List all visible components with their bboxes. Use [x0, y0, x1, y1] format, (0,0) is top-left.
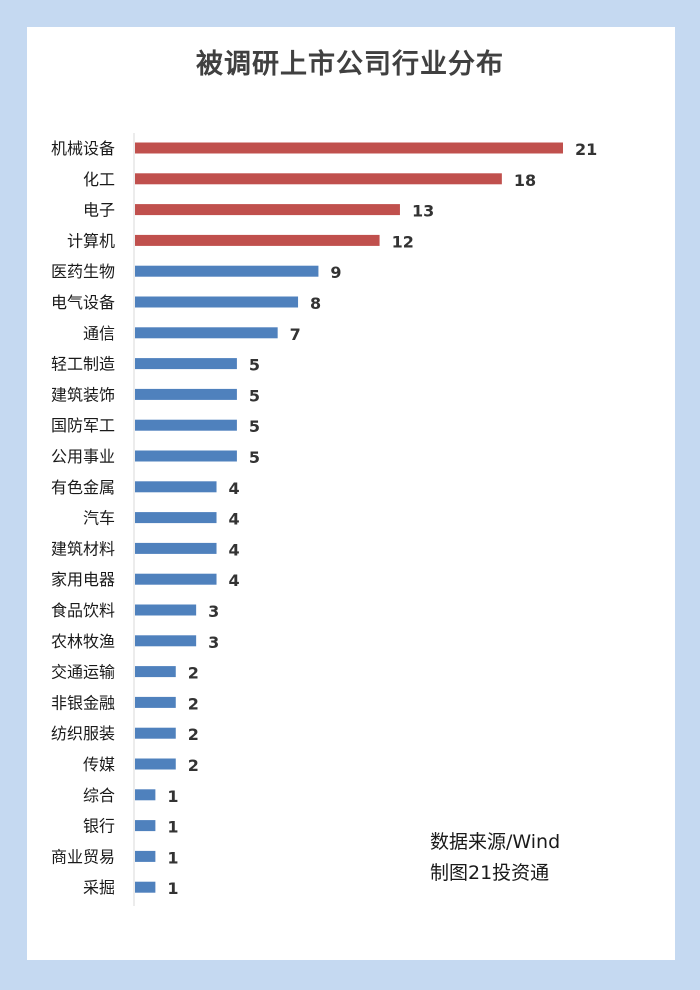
value-label: 2: [188, 694, 199, 713]
value-label: 2: [188, 725, 199, 744]
category-label: 银行: [83, 817, 115, 836]
bar: [135, 388, 237, 400]
bar: [135, 419, 237, 431]
bar: [135, 666, 176, 678]
category-label: 综合: [83, 786, 115, 805]
category-label: 纺织服装: [51, 724, 115, 743]
value-label: 5: [249, 356, 260, 375]
value-label: 4: [229, 479, 240, 498]
bar: [135, 696, 176, 708]
bar: [135, 758, 176, 770]
value-label: 5: [249, 448, 260, 467]
value-label: 1: [167, 879, 178, 898]
bar: [135, 820, 156, 832]
source-line-1: 数据来源/Wind: [430, 831, 561, 853]
bar: [135, 358, 237, 370]
value-label: 5: [249, 386, 260, 405]
value-label: 1: [167, 818, 178, 837]
bar: [135, 727, 176, 739]
value-label: 2: [188, 664, 199, 683]
value-label: 8: [310, 294, 321, 313]
value-label: 4: [229, 540, 240, 559]
category-label: 国防军工: [51, 416, 115, 435]
bar: [135, 542, 217, 554]
category-label: 有色金属: [51, 478, 115, 497]
bar: [135, 234, 380, 246]
value-label: 13: [412, 202, 434, 221]
bar: [135, 789, 156, 801]
value-label: 7: [290, 325, 301, 344]
value-label: 1: [167, 787, 178, 806]
source-line-2: 制图21投资通: [430, 862, 550, 884]
value-label: 1: [167, 848, 178, 867]
value-label: 4: [229, 510, 240, 529]
source-note: 数据来源/Wind 制图21投资通: [430, 827, 560, 889]
category-label: 医药生物: [51, 262, 115, 281]
value-label: 18: [514, 171, 536, 190]
value-label: 12: [392, 232, 414, 251]
category-label: 食品饮料: [51, 601, 115, 620]
category-label: 家用电器: [51, 570, 115, 589]
category-label: 交通运输: [51, 663, 115, 682]
bar: [135, 512, 217, 524]
category-label: 轻工制造: [51, 355, 115, 374]
bar: [135, 265, 319, 277]
bar: [135, 204, 400, 216]
bar: [135, 481, 217, 493]
bar: [135, 881, 156, 893]
category-label: 建筑装饰: [51, 385, 115, 404]
category-label: 传媒: [83, 755, 115, 774]
value-label: 3: [208, 633, 219, 652]
bars: [135, 142, 563, 893]
value-label: 9: [330, 263, 341, 282]
category-label: 计算机: [67, 231, 115, 250]
category-label: 建筑材料: [51, 539, 115, 558]
bar: [135, 327, 278, 339]
category-label: 汽车: [83, 509, 115, 528]
value-label: 3: [208, 602, 219, 621]
category-label: 商业贸易: [51, 847, 115, 866]
value-label: 4: [229, 571, 240, 590]
category-label: 采掘: [83, 878, 115, 897]
category-label: 通信: [83, 324, 115, 343]
value-label: 5: [249, 417, 260, 436]
bar: [135, 573, 217, 585]
category-labels: 机械设备化工电子计算机医药生物电气设备通信轻工制造建筑装饰国防军工公用事业有色金…: [51, 139, 115, 897]
category-label: 电气设备: [51, 293, 115, 312]
value-label: 2: [188, 756, 199, 775]
bar: [135, 850, 156, 862]
chart-title: 被调研上市公司行业分布: [196, 49, 504, 80]
category-label: 电子: [83, 201, 115, 220]
bar: [135, 635, 197, 647]
bar: [135, 604, 197, 616]
category-label: 非银金融: [51, 693, 115, 712]
bar: [135, 173, 502, 185]
bar: [135, 450, 237, 462]
category-label: 公用事业: [51, 447, 115, 466]
bar: [135, 296, 299, 308]
bar: [135, 142, 563, 154]
value-label: 21: [575, 140, 597, 159]
category-label: 农林牧渔: [51, 632, 115, 651]
category-label: 机械设备: [51, 139, 115, 158]
category-label: 化工: [83, 170, 115, 189]
